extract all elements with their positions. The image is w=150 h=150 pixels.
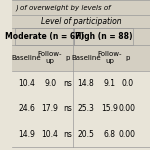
Text: 9.1: 9.1	[103, 79, 115, 88]
Bar	[12, 70, 150, 96]
Text: Level of participation: Level of participation	[41, 17, 121, 26]
Text: 9.0: 9.0	[44, 79, 56, 88]
Text: Follow-
up: Follow- up	[97, 51, 122, 64]
Bar	[12, 0, 150, 15]
Bar	[12, 122, 150, 147]
Text: 20.5: 20.5	[78, 130, 94, 139]
Text: ns: ns	[64, 104, 72, 113]
Text: Follow-
up: Follow- up	[38, 51, 62, 64]
Text: 24.6: 24.6	[18, 104, 35, 113]
Bar	[12, 28, 150, 45]
Text: 25.3: 25.3	[78, 104, 94, 113]
Text: 15.9: 15.9	[101, 104, 118, 113]
Text: 0.0: 0.0	[121, 79, 133, 88]
Text: ns: ns	[64, 79, 72, 88]
Text: 17.9: 17.9	[42, 104, 58, 113]
Text: p: p	[125, 55, 129, 61]
Text: Baseline: Baseline	[71, 55, 101, 61]
Text: High (n = 88): High (n = 88)	[75, 32, 133, 41]
Bar	[74, 28, 134, 45]
Text: 10.4: 10.4	[42, 130, 58, 139]
Text: Moderate (n = 67): Moderate (n = 67)	[5, 32, 84, 41]
Bar	[12, 96, 150, 122]
Text: ns: ns	[64, 130, 72, 139]
Text: 0.00: 0.00	[119, 104, 136, 113]
Text: 10.4: 10.4	[18, 79, 35, 88]
Text: Baseline: Baseline	[12, 55, 41, 61]
Bar	[12, 45, 150, 70]
Bar	[12, 15, 150, 28]
Text: 14.9: 14.9	[18, 130, 35, 139]
Text: 0.00: 0.00	[119, 130, 136, 139]
Text: p: p	[66, 55, 70, 61]
Text: 14.8: 14.8	[78, 79, 94, 88]
Text: ) of overweight by levels of: ) of overweight by levels of	[15, 4, 111, 11]
Bar	[15, 28, 74, 45]
Text: 6.8: 6.8	[103, 130, 115, 139]
